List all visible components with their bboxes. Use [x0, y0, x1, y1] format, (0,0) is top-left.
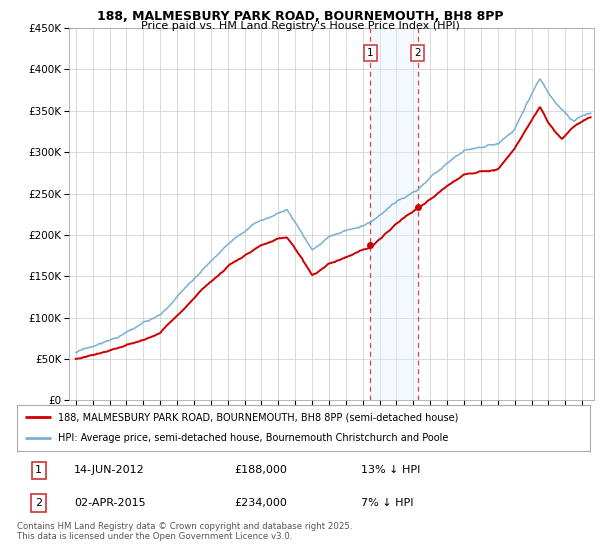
Bar — [370, 28, 418, 400]
Text: 2: 2 — [35, 498, 42, 508]
Text: £188,000: £188,000 — [235, 465, 287, 475]
Text: Contains HM Land Registry data © Crown copyright and database right 2025.
This d: Contains HM Land Registry data © Crown c… — [17, 522, 352, 542]
Text: 13% ↓ HPI: 13% ↓ HPI — [361, 465, 420, 475]
Text: £234,000: £234,000 — [235, 498, 287, 508]
Text: 14-JUN-2012: 14-JUN-2012 — [74, 465, 145, 475]
Text: 188, MALMESBURY PARK ROAD, BOURNEMOUTH, BH8 8PP (semi-detached house): 188, MALMESBURY PARK ROAD, BOURNEMOUTH, … — [58, 412, 458, 422]
Text: 1: 1 — [367, 48, 374, 58]
Text: Price paid vs. HM Land Registry's House Price Index (HPI): Price paid vs. HM Land Registry's House … — [140, 21, 460, 31]
Text: 2: 2 — [414, 48, 421, 58]
Text: 02-APR-2015: 02-APR-2015 — [74, 498, 146, 508]
Text: 1: 1 — [35, 465, 42, 475]
Text: 7% ↓ HPI: 7% ↓ HPI — [361, 498, 413, 508]
Text: HPI: Average price, semi-detached house, Bournemouth Christchurch and Poole: HPI: Average price, semi-detached house,… — [58, 433, 448, 444]
Text: 188, MALMESBURY PARK ROAD, BOURNEMOUTH, BH8 8PP: 188, MALMESBURY PARK ROAD, BOURNEMOUTH, … — [97, 10, 503, 23]
